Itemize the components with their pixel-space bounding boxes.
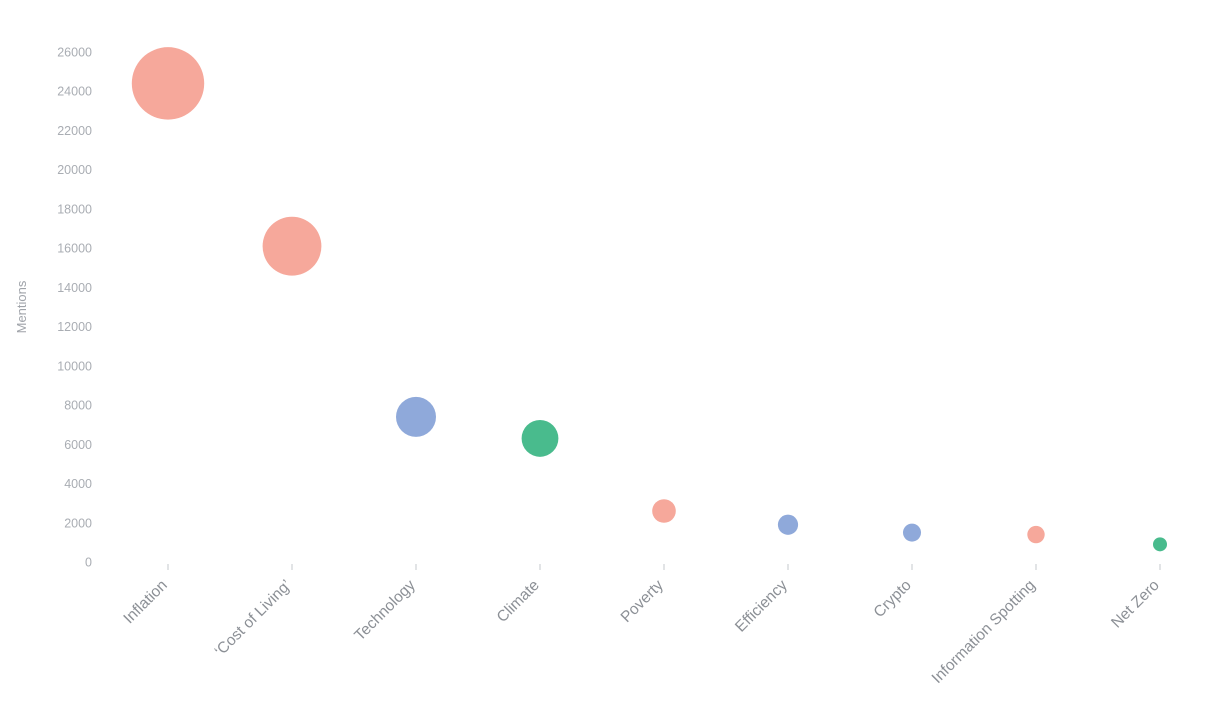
- x-tick-label: Inflation: [120, 577, 170, 627]
- data-bubble[interactable]: [396, 396, 436, 437]
- x-tick-label: Poverty: [618, 577, 667, 626]
- y-tick-label: 8000: [64, 399, 92, 413]
- x-tick-label: Technology: [351, 577, 419, 645]
- y-tick-label: 4000: [64, 477, 92, 491]
- x-tick-label: Efficiency: [732, 577, 791, 636]
- data-bubble[interactable]: [1027, 525, 1045, 544]
- y-tick-label: 16000: [57, 242, 92, 256]
- x-tick-label: Crypto: [871, 577, 915, 621]
- y-tick-label: 10000: [57, 359, 92, 373]
- y-tick-label: 26000: [57, 46, 92, 60]
- y-tick-label: 12000: [57, 320, 92, 334]
- x-axis-ticks: Inflation ‘Cost of Living’ Technology Clima…: [120, 564, 1163, 687]
- data-bubble[interactable]: [903, 523, 921, 542]
- data-bubble[interactable]: [521, 420, 559, 457]
- x-tick-label: Climate: [494, 577, 543, 626]
- y-axis-title: Mentions: [14, 280, 29, 333]
- y-tick-label: 24000: [57, 85, 92, 99]
- y-tick-label: 20000: [57, 163, 92, 177]
- y-tick-label: 2000: [64, 516, 92, 530]
- bubble-series: [131, 47, 1167, 552]
- y-axis-ticks: 0 2000 4000 6000 8000 10000 12000 14000 16000 180…: [57, 46, 92, 570]
- data-bubble[interactable]: [777, 514, 799, 535]
- x-tick-label: Net Zero: [1108, 577, 1163, 632]
- y-tick-label: 6000: [64, 438, 92, 452]
- y-tick-label: 18000: [57, 202, 92, 216]
- y-tick-label: 0: [85, 556, 92, 570]
- data-bubble[interactable]: [262, 216, 322, 276]
- x-tick-label: Information Spotting: [929, 577, 1039, 687]
- data-bubble[interactable]: [131, 47, 205, 120]
- data-bubble[interactable]: [1153, 537, 1167, 552]
- y-tick-label: 14000: [57, 281, 92, 295]
- x-tick-label: ‘Cost of Living’: [212, 577, 295, 660]
- data-bubble[interactable]: [652, 499, 676, 523]
- y-tick-label: 22000: [57, 124, 92, 138]
